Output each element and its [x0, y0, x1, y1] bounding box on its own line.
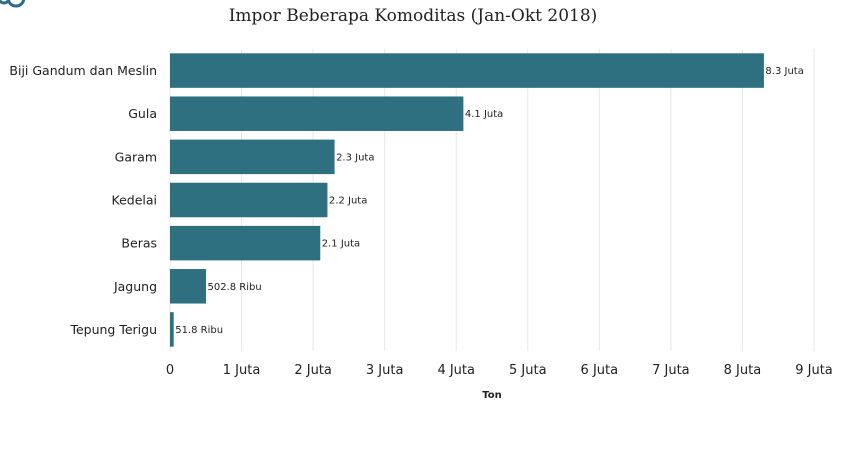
x-tick-label: 5 Juta: [509, 363, 547, 378]
category-label: Beras: [121, 236, 157, 251]
bar[interactable]: [170, 225, 321, 261]
x-tick-label: 0: [166, 363, 174, 378]
category-label: Jagung: [113, 279, 157, 294]
x-axis-ticks: 0 1 Juta 2 Juta 3 Juta 4 Juta 5 Juta 6 Juta 7 J…: [166, 363, 833, 378]
bar[interactable]: [170, 312, 174, 347]
bars: [170, 53, 764, 347]
x-tick-label: 6 Juta: [581, 363, 619, 378]
bar[interactable]: [170, 96, 464, 131]
x-tick-label: 4 Juta: [437, 363, 475, 378]
bar[interactable]: [170, 53, 764, 88]
data-label: 2.1 Juta: [322, 239, 360, 250]
x-axis-title: Ton: [482, 390, 501, 401]
bar[interactable]: [170, 269, 206, 304]
chart-title: Impor Beberapa Komoditas (Jan-Okt 2018): [229, 6, 598, 26]
category-label: Tepung Terigu: [69, 322, 157, 337]
data-label: 4.1 Juta: [465, 109, 503, 120]
data-labels: 8.3 Juta 4.1 Juta 2.3 Juta 2.2 Juta 2.1 Juta…: [175, 66, 804, 336]
x-tick-label: 3 Juta: [366, 363, 404, 378]
category-label: Garam: [115, 149, 157, 164]
bar[interactable]: [170, 182, 328, 218]
category-label: Gula: [128, 106, 157, 121]
x-tick-label: 7 Juta: [652, 363, 690, 378]
x-tick-label: 2 Juta: [294, 363, 332, 378]
data-label: 51.8 Ribu: [175, 325, 223, 336]
x-tick-label: 8 Juta: [724, 363, 762, 378]
category-label: Kedelai: [112, 193, 158, 208]
x-tick-label: 1 Juta: [223, 363, 261, 378]
x-tick-label: 9 Juta: [795, 363, 833, 378]
data-label: 8.3 Juta: [765, 66, 803, 77]
bar[interactable]: [170, 139, 335, 175]
logo-icon: [0, 0, 26, 8]
category-labels: Biji Gandum dan Meslin Gula Garam Kedelai Be…: [9, 63, 157, 337]
category-label: Biji Gandum dan Meslin: [9, 63, 157, 78]
data-label: 502.8 Ribu: [207, 282, 261, 293]
data-label: 2.3 Juta: [336, 152, 374, 163]
data-label: 2.2 Juta: [329, 196, 367, 207]
